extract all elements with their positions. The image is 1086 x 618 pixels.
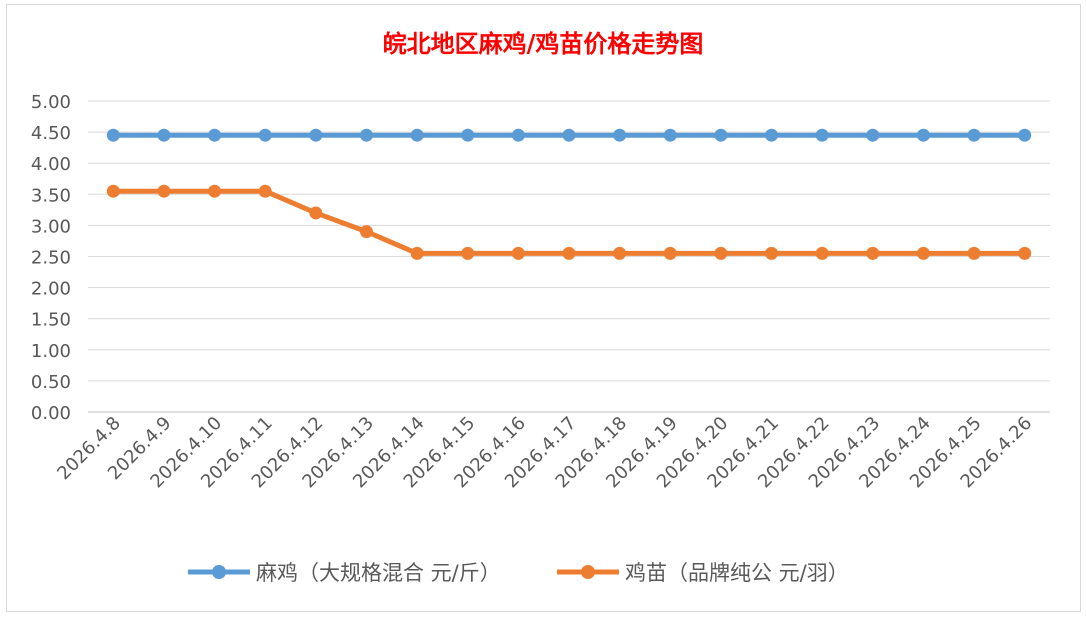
legend-label: 麻鸡（大规格混合 元/斤） [256,561,501,585]
data-point [866,128,880,142]
data-point [562,128,576,142]
y-tick-label: 2.00 [31,279,71,300]
series-line-1 [113,188,1025,256]
y-tick-label: 4.00 [31,154,71,175]
data-point [511,246,525,260]
y-tick-label: 1.00 [31,341,71,362]
data-point [511,128,525,142]
data-point [258,128,272,142]
legend-swatch-marker [581,565,595,579]
chart-legend: 麻鸡（大规格混合 元/斤） 鸡苗（品牌纯公 元/羽） [188,561,849,585]
y-tick-label: 5.00 [31,92,71,113]
data-point [815,128,829,142]
data-point [359,128,373,142]
data-point [613,246,627,260]
data-point [208,128,222,142]
data-point [410,246,424,260]
data-point [815,246,829,260]
data-point [1018,128,1032,142]
data-point [309,128,323,142]
data-point [765,128,779,142]
data-point [309,206,323,220]
data-point [562,246,576,260]
data-point [359,225,373,239]
data-point [157,184,171,198]
data-point [866,246,880,260]
data-point [258,184,272,198]
y-tick-label: 1.50 [31,310,71,331]
data-point [613,128,627,142]
data-point [157,128,171,142]
data-point [1018,246,1032,260]
data-point [663,246,677,260]
data-point [410,128,424,142]
y-tick-label: 0.50 [31,372,71,393]
y-tick-label: 3.50 [31,185,71,206]
data-point [106,128,120,142]
y-tick-label: 3.00 [31,216,71,237]
y-tick-label: 0.00 [31,403,71,424]
legend-label: 鸡苗（品牌纯公 元/羽） [625,561,849,585]
y-tick-label: 2.50 [31,248,71,269]
data-point [765,246,779,260]
y-tick-label: 4.50 [31,123,71,144]
data-point [916,246,930,260]
data-point [916,128,930,142]
chart-title: 皖北地区麻鸡/鸡苗价格走势图 [382,29,704,58]
data-point [714,246,728,260]
data-point [967,128,981,142]
data-point [967,246,981,260]
data-point [461,128,475,142]
data-point [106,184,120,198]
data-point [663,128,677,142]
data-point [714,128,728,142]
data-point [461,246,475,260]
data-point [208,184,222,198]
chart-area [6,4,1081,612]
legend-swatch-marker [212,565,226,579]
